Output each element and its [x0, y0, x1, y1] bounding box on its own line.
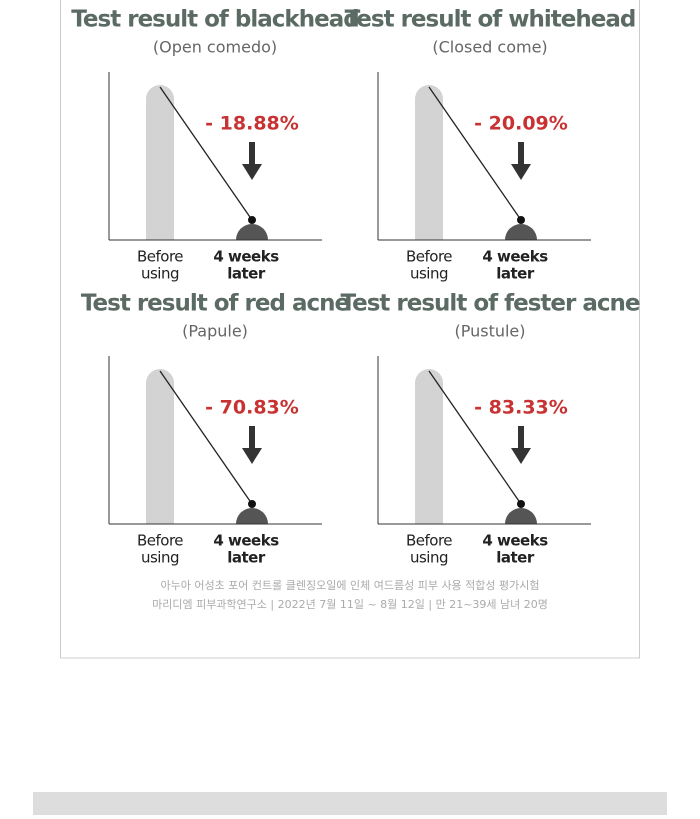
footnote: 마리디엠 피부과학연구소 | 2022년 7월 11일 ~ 8월 12일 | 만… — [152, 597, 548, 611]
bottom-bar — [33, 792, 667, 815]
before-label: using — [141, 265, 179, 283]
trend-dot — [517, 500, 525, 508]
panel-title: Test result of red acne — [81, 291, 350, 317]
after-label: 4 weeks — [213, 532, 279, 550]
after-label: later — [227, 265, 266, 283]
after-label: 4 weeks — [482, 248, 548, 266]
panel-title: Test result of blackhead — [71, 7, 358, 33]
before-label: Before — [406, 532, 452, 550]
panel-subtitle: (Closed come) — [432, 38, 547, 57]
trend-dot — [248, 216, 256, 224]
before-label: Before — [406, 248, 452, 266]
arrow-head — [511, 448, 531, 464]
after-label: later — [227, 549, 266, 567]
trend-line — [428, 370, 522, 505]
after-bump — [505, 508, 537, 524]
arrow-head — [242, 164, 262, 180]
after-label: 4 weeks — [213, 248, 279, 266]
arrow-shaft — [518, 142, 524, 166]
footnote: 아누아 어성초 포어 컨트롤 클렌징오일에 인체 여드름성 피부 사용 적합성 … — [160, 578, 539, 592]
panel-subtitle: (Pustule) — [454, 322, 525, 341]
trend-dot — [248, 500, 256, 508]
arrow-head — [511, 164, 531, 180]
after-bump — [236, 508, 268, 524]
change-label: - 18.88% — [205, 113, 299, 135]
panel-subtitle: (Open comedo) — [153, 38, 277, 57]
before-bar — [146, 85, 174, 240]
trend-line — [159, 370, 253, 505]
panel-title: Test result of fester acne — [341, 291, 640, 317]
before-label: using — [141, 549, 179, 567]
after-label: 4 weeks — [482, 532, 548, 550]
before-bar — [146, 369, 174, 524]
card — [60, 0, 640, 659]
change-label: - 70.83% — [205, 397, 299, 419]
after-label: later — [496, 549, 535, 567]
before-label: using — [410, 265, 448, 283]
before-bar — [415, 85, 443, 240]
after-label: later — [496, 265, 535, 283]
arrow-shaft — [518, 426, 524, 450]
change-label: - 83.33% — [474, 397, 568, 419]
before-label: using — [410, 549, 448, 567]
before-label: Before — [137, 248, 183, 266]
before-bar — [415, 369, 443, 524]
arrow-head — [242, 448, 262, 464]
trend-line — [428, 86, 522, 221]
panel-title: Test result of whitehead — [345, 7, 636, 33]
arrow-shaft — [249, 142, 255, 166]
change-label: - 20.09% — [474, 113, 568, 135]
trend-dot — [517, 216, 525, 224]
trend-line — [159, 86, 253, 221]
panel-subtitle: (Papule) — [182, 322, 248, 341]
after-bump — [236, 224, 268, 240]
before-label: Before — [137, 532, 183, 550]
arrow-shaft — [249, 426, 255, 450]
after-bump — [505, 224, 537, 240]
